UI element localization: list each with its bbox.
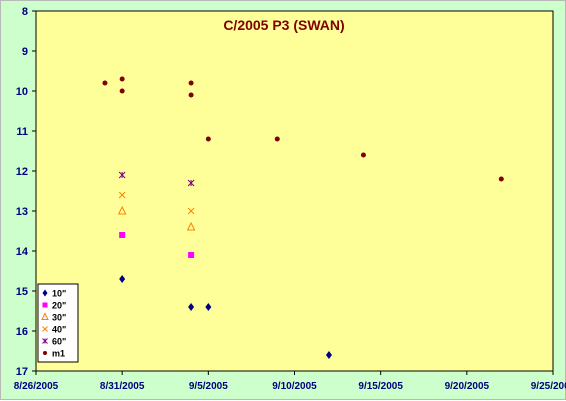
- data-point: [205, 136, 211, 142]
- legend-marker: [41, 312, 49, 320]
- legend-marker: [42, 289, 48, 297]
- legend-label: m1: [52, 349, 65, 359]
- y-tick-label: 8: [22, 6, 28, 18]
- y-tick-label: 17: [16, 366, 28, 378]
- y-tick-label: 13: [16, 206, 28, 218]
- y-tick-label: 16: [16, 326, 28, 338]
- y-tick-label: 12: [16, 166, 28, 178]
- plot-area: [35, 10, 554, 372]
- x-tick-label: 9/5/2005: [189, 381, 228, 392]
- legend-marker: [42, 338, 48, 344]
- data-point: [187, 179, 195, 187]
- data-point: [117, 205, 127, 215]
- legend-box: [37, 283, 79, 363]
- x-tick-label: 9/10/2005: [272, 381, 317, 392]
- legend-marker: [42, 326, 48, 332]
- chart-title: C/2005 P3 (SWAN): [223, 17, 344, 33]
- series-2: [117, 205, 196, 231]
- y-tick-label: 10: [16, 86, 28, 98]
- y-tick-label: 9: [22, 46, 28, 58]
- series-1: [119, 232, 195, 258]
- data-point: [119, 275, 126, 283]
- data-point: [186, 221, 196, 231]
- data-point: [102, 80, 108, 86]
- y-tick-label: 15: [16, 286, 28, 298]
- legend: 10" 20" 30" 40" 60" m1: [37, 283, 79, 363]
- data-point: [205, 303, 212, 311]
- x-tick-label: 8/26/2005: [14, 381, 59, 392]
- legend-label: 20": [52, 301, 66, 311]
- legend-label: 60": [52, 337, 66, 347]
- legend-marker: [42, 302, 48, 308]
- data-point: [498, 176, 504, 182]
- data-point: [119, 76, 125, 82]
- y-axis-ticks: 8 9 10 11 12 13 14 15 16 17: [16, 6, 36, 378]
- data-point: [119, 88, 125, 94]
- data-point: [274, 136, 280, 142]
- series-5: [102, 76, 504, 182]
- data-point: [188, 303, 195, 311]
- series-4: [118, 171, 195, 187]
- legend-label: 40": [52, 325, 66, 335]
- y-tick-label: 11: [16, 126, 28, 138]
- y-tick-label: 14: [16, 246, 29, 258]
- data-point: [188, 252, 195, 258]
- x-tick-label: 9/20/2005: [445, 381, 490, 392]
- x-axis-ticks: 8/26/2005 8/31/2005 9/5/2005 9/10/2005 9/15/…: [14, 371, 566, 392]
- data-point: [118, 191, 126, 199]
- legend-label: 30": [52, 313, 66, 323]
- data-point: [325, 351, 332, 359]
- data-point: [188, 80, 194, 86]
- data-point: [360, 152, 366, 158]
- x-tick-label: 9/15/2005: [358, 381, 403, 392]
- x-tick-label: 9/25/2005: [531, 381, 566, 392]
- data-point: [187, 207, 195, 215]
- series-0: [119, 275, 332, 359]
- data-point: [119, 232, 126, 238]
- legend-label: 10": [52, 289, 66, 299]
- data-point: [188, 92, 194, 98]
- x-tick-label: 8/31/2005: [100, 381, 145, 392]
- legend-marker: [43, 351, 47, 355]
- data-points: [102, 76, 504, 359]
- series-3: [118, 191, 195, 215]
- data-point: [118, 171, 126, 179]
